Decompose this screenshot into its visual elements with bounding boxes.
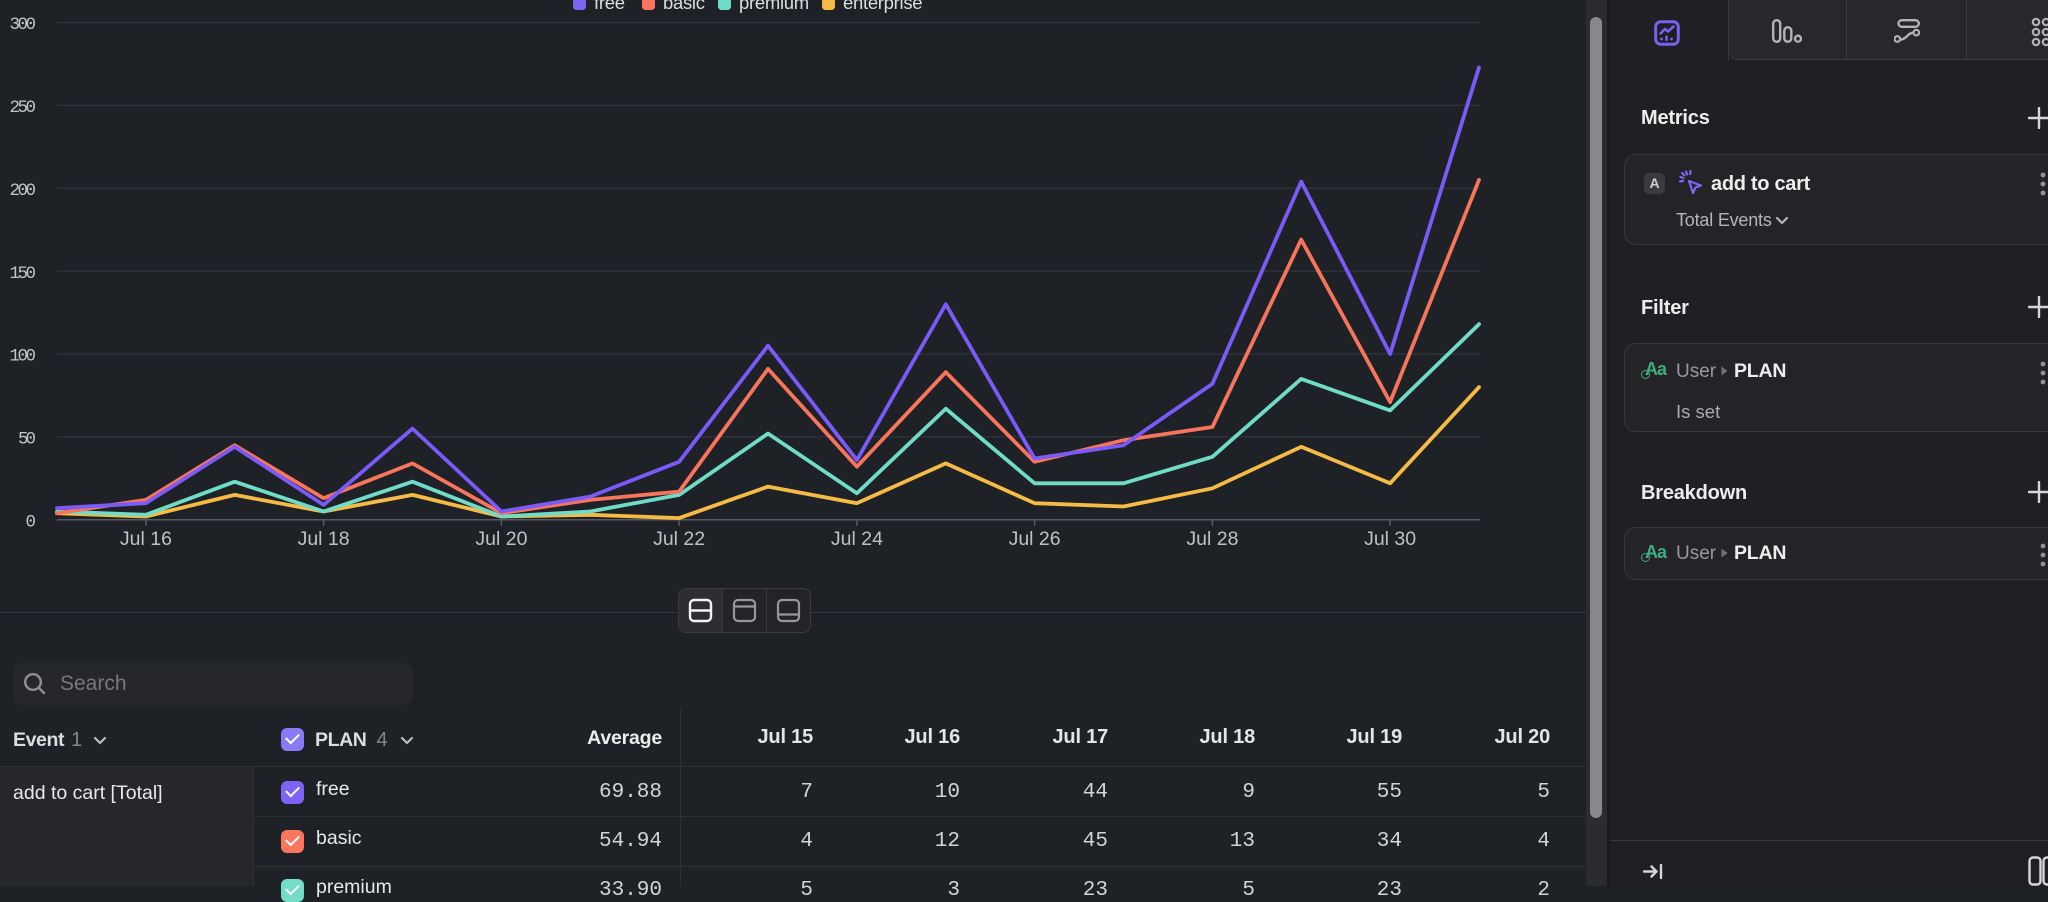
svg-text:100: 100 (10, 347, 37, 367)
svg-text:Jul 30: Jul 30 (1364, 528, 1416, 550)
svg-text:50: 50 (18, 430, 36, 450)
svg-text:150: 150 (10, 264, 37, 284)
svg-text:Jul 28: Jul 28 (1186, 528, 1238, 550)
svg-text:Jul 26: Jul 26 (1009, 528, 1061, 550)
svg-text:Jul 16: Jul 16 (120, 528, 172, 550)
svg-text:250: 250 (10, 98, 37, 118)
svg-text:Jul 22: Jul 22 (653, 528, 705, 550)
svg-text:Jul 20: Jul 20 (475, 528, 527, 550)
svg-text:300: 300 (10, 15, 37, 35)
svg-text:premium: premium (739, 0, 809, 13)
svg-text:basic: basic (663, 0, 705, 13)
svg-text:Jul 24: Jul 24 (831, 528, 883, 550)
svg-text:200: 200 (10, 181, 37, 201)
svg-text:enterprise: enterprise (843, 0, 922, 13)
svg-text:Jul 18: Jul 18 (298, 528, 350, 550)
svg-text:free: free (594, 0, 625, 13)
svg-text:0: 0 (25, 513, 36, 533)
